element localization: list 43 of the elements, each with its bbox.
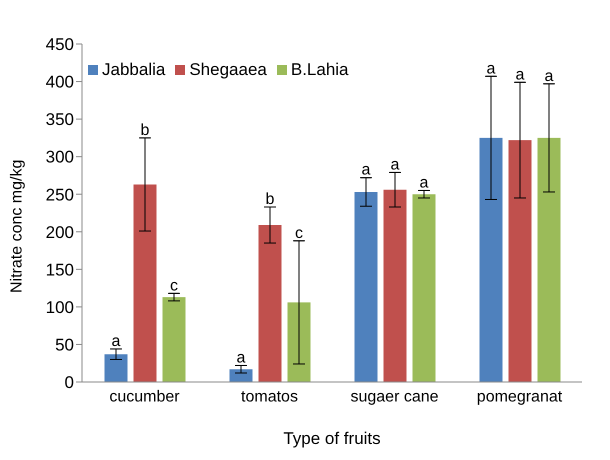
bar [104, 354, 128, 382]
bar [412, 194, 436, 382]
y-tick-label: 50 [55, 335, 74, 354]
y-tick-label: 450 [46, 35, 74, 54]
bar [230, 369, 252, 382]
annotation: a [420, 174, 429, 192]
x-tick-label: pomegranat [476, 388, 563, 406]
x-axis-title: Type of fruits [283, 429, 381, 448]
x-tick-label: tomatos [241, 388, 298, 406]
y-axis-title: Nitrate conc mg/kg [8, 160, 26, 293]
x-tick-label: cucumber [109, 388, 180, 406]
bar [508, 140, 532, 382]
y-tick-label: 100 [46, 298, 74, 317]
y-tick-label: 200 [46, 222, 74, 242]
annotation: c [170, 277, 178, 294]
y-tick-label: 400 [46, 72, 74, 92]
bar [288, 302, 310, 382]
bar [354, 192, 378, 382]
annotation: a [362, 162, 371, 179]
bar [258, 225, 282, 382]
y-tick-label: 150 [46, 260, 74, 280]
annotation: a [236, 349, 246, 366]
annotation: b [140, 122, 150, 139]
legend-label: Jabbalia [101, 60, 166, 80]
annotation: a [486, 60, 496, 78]
y-tick-label: 250 [46, 185, 74, 204]
bar [384, 190, 406, 382]
y-tick-label: 0 [64, 373, 74, 392]
bar [162, 297, 186, 382]
bar [134, 184, 156, 382]
annotation: a [544, 68, 554, 85]
bar [480, 138, 502, 382]
annotation: a [390, 156, 400, 174]
legend-label: Shegaaea [188, 60, 267, 80]
legend-label: B.Lahia [290, 60, 349, 80]
y-tick-label: 300 [46, 148, 74, 167]
x-tick-label: sugaer cane [350, 388, 439, 406]
annotation: b [266, 190, 275, 208]
annotation: c [295, 224, 303, 242]
bar [538, 138, 560, 382]
annotation: a [516, 66, 525, 84]
annotation: a [112, 332, 121, 350]
y-tick-label: 350 [46, 110, 74, 130]
